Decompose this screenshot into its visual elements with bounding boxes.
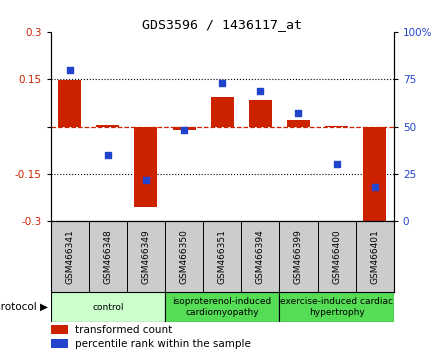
Text: GSM466349: GSM466349	[141, 229, 150, 284]
Point	[295, 110, 302, 116]
Point	[104, 152, 111, 158]
Text: GSM466394: GSM466394	[256, 229, 265, 284]
Text: GSM466401: GSM466401	[370, 229, 379, 284]
Bar	[51, 292, 165, 322]
Text: transformed count: transformed count	[75, 325, 172, 335]
Title: GDS3596 / 1436117_at: GDS3596 / 1436117_at	[142, 18, 302, 31]
Bar	[135, 127, 158, 207]
Text: GSM466348: GSM466348	[103, 229, 112, 284]
Text: GSM466341: GSM466341	[65, 229, 74, 284]
Bar	[325, 126, 348, 127]
Bar	[363, 127, 386, 221]
Bar	[249, 100, 272, 127]
Bar	[279, 292, 394, 322]
Bar	[58, 80, 81, 127]
Bar	[287, 120, 310, 127]
Bar	[96, 125, 119, 127]
Text: exercise-induced cardiac
hypertrophy: exercise-induced cardiac hypertrophy	[280, 297, 393, 317]
Point	[257, 88, 264, 93]
Text: GSM466400: GSM466400	[332, 229, 341, 284]
Point	[333, 161, 340, 167]
Bar	[51, 325, 68, 334]
Bar	[172, 127, 195, 130]
Bar	[165, 292, 279, 322]
Bar	[211, 97, 234, 127]
Text: isoproterenol-induced
cardiomyopathy: isoproterenol-induced cardiomyopathy	[172, 297, 272, 317]
Point	[143, 177, 150, 182]
Text: GSM466399: GSM466399	[294, 229, 303, 284]
Text: GSM466350: GSM466350	[180, 229, 189, 284]
Point	[180, 127, 187, 133]
Text: GSM466351: GSM466351	[218, 229, 227, 284]
Point	[219, 80, 226, 86]
Text: percentile rank within the sample: percentile rank within the sample	[75, 339, 250, 349]
Text: protocol ▶: protocol ▶	[0, 302, 48, 312]
Point	[66, 67, 73, 73]
Text: control: control	[92, 303, 124, 312]
Bar	[51, 339, 68, 348]
Point	[371, 184, 378, 190]
